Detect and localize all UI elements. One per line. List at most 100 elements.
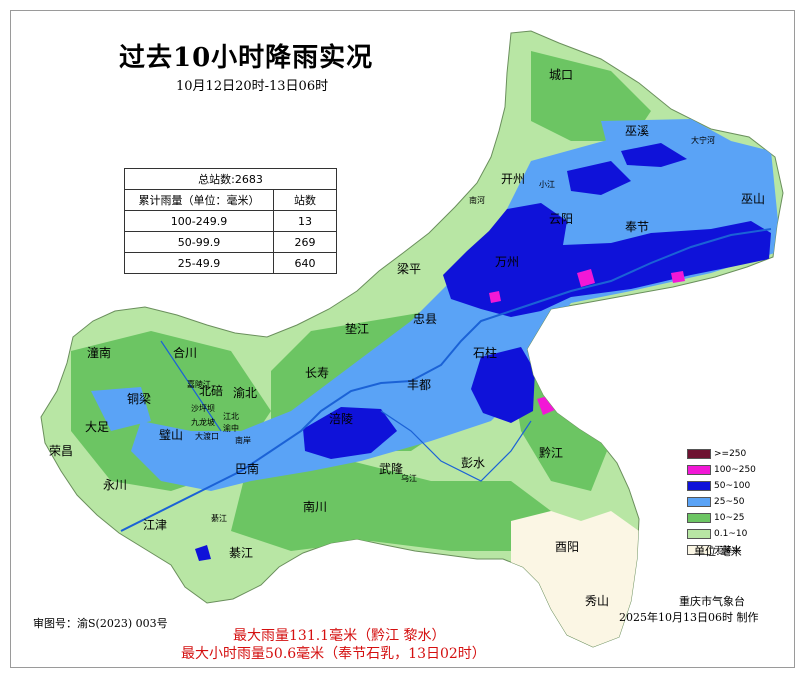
station-stats-table: 总站数:2683 累计雨量（单位：毫米） 站数 100-249.9 13 50-… xyxy=(124,168,337,274)
review-number: 审图号：渝S(2023) 003号 xyxy=(33,617,168,630)
stats-range: 50-99.9 xyxy=(124,231,274,253)
zone-10-25-south xyxy=(231,451,551,551)
made-time-label: 2025年10月13日06时 制作 xyxy=(619,611,759,624)
legend-label: 无降水 xyxy=(714,546,742,556)
map-subtitle: 10月12日20时-13日06时 xyxy=(176,79,329,94)
legend-swatch xyxy=(687,512,711,523)
zone-no-rain-southeast xyxy=(511,511,639,647)
place-yubei: 渝北 xyxy=(233,385,257,400)
place-fengdu: 丰都 xyxy=(407,378,431,392)
zone-100-250-wanzhou xyxy=(489,291,501,303)
zone-50-100-fuling xyxy=(303,407,397,459)
table-row: 100-249.9 13 xyxy=(124,210,337,232)
zone-25-50-west xyxy=(91,387,151,431)
place-jiangjin: 江津 xyxy=(143,518,167,532)
stats-range: 25-49.9 xyxy=(124,252,274,274)
zone-10-25-north xyxy=(531,51,651,141)
stats-count: 13 xyxy=(273,210,337,232)
legend-item: 无降水 xyxy=(687,543,756,556)
place-yuzhong: 渝中 xyxy=(223,423,239,433)
place-kaizhou: 开州 xyxy=(501,172,525,186)
place-yunyang: 云阳 xyxy=(549,212,573,226)
river-jialing: 嘉陵江 xyxy=(187,379,211,389)
place-liangping: 梁平 xyxy=(397,261,421,276)
zone-25-50-band xyxy=(131,131,781,491)
max-hourly-note: 最大小时雨量50.6毫米（奉节石乳，13日02时） xyxy=(181,646,486,662)
legend-label: 10~25 xyxy=(714,512,745,523)
unit-label: 单位:毫米 xyxy=(694,545,742,558)
stats-total: 总站数:2683 xyxy=(124,168,337,190)
place-jiangbei: 江北 xyxy=(223,412,239,421)
zone-50-100-wuxi xyxy=(621,143,687,167)
place-jiulongpo: 九龙坡 xyxy=(191,417,215,427)
place-banan: 巴南 xyxy=(235,461,259,476)
place-rongchang: 荣昌 xyxy=(49,444,73,458)
place-fuling: 涪陵 xyxy=(329,411,353,426)
legend-swatch xyxy=(687,528,711,539)
place-chengkou: 城口 xyxy=(549,68,573,82)
rainfall-legend: >=250 100~250 50~100 25~50 10~25 0.1~10 … xyxy=(687,447,756,559)
legend-item: 0.1~10 xyxy=(687,527,756,540)
place-wushan: 巫山 xyxy=(741,192,765,206)
legend-swatch xyxy=(687,480,711,491)
place-youyang: 酉阳 xyxy=(555,540,579,554)
legend-item: 50~100 xyxy=(687,479,756,492)
place-tongliang: 铜梁 xyxy=(127,391,151,406)
jialing-river xyxy=(160,340,222,432)
legend-swatch xyxy=(687,464,711,475)
map-title: 过去10小时降雨实况 xyxy=(119,43,374,73)
place-dianjiang: 垫江 xyxy=(345,321,369,336)
place-qianjiang: 黔江 xyxy=(539,445,563,460)
place-bishan: 璧山 xyxy=(159,427,183,442)
place-qijiang: 綦江 xyxy=(229,546,253,560)
place-changshou: 长寿 xyxy=(305,366,329,380)
legend-item: >=250 xyxy=(687,447,756,460)
river-wujiang: 乌江 xyxy=(401,473,417,483)
place-pengshui: 彭水 xyxy=(461,456,485,470)
legend-item: 100~250 xyxy=(687,463,756,476)
legend-label: 100~250 xyxy=(714,464,756,475)
stats-count: 269 xyxy=(273,231,337,253)
wujiang-river xyxy=(380,410,532,482)
legend-item: 25~50 xyxy=(687,495,756,508)
stats-col-range: 累计雨量（单位：毫米） xyxy=(124,189,274,211)
zone-100-250-wushan xyxy=(671,271,685,283)
place-fengjie: 奉节 xyxy=(625,220,649,234)
river-xiaojiang: 小江 xyxy=(539,180,555,189)
legend-label: 50~100 xyxy=(714,480,751,491)
place-wulong: 武隆 xyxy=(379,461,403,476)
agency-label: 重庆市气象台 xyxy=(679,595,745,608)
zone-50-100-shizhu xyxy=(471,347,535,423)
place-dadukou: 大渡口 xyxy=(195,431,219,441)
max-rain-note: 最大雨量131.1毫米（黔江 黎水） xyxy=(233,628,446,644)
river-nanhe: 南河 xyxy=(469,195,485,205)
rainfall-map: 城口 巫溪 开州 云阳 奉节 巫山 万州 梁平 忠县 垫江 石柱 长寿 丰都 涪… xyxy=(40,30,784,648)
river-daning: 大宁河 xyxy=(691,135,715,145)
place-dazu: 大足 xyxy=(85,420,109,434)
legend-item: 10~25 xyxy=(687,511,756,524)
place-yongchuan: 永川 xyxy=(103,478,127,492)
yangtze-river xyxy=(120,228,772,532)
place-wuxi: 巫溪 xyxy=(625,124,649,138)
map-frame: 城口 巫溪 开州 云阳 奉节 巫山 万州 梁平 忠县 垫江 石柱 长寿 丰都 涪… xyxy=(10,10,795,668)
place-hechuan: 合川 xyxy=(173,345,197,360)
legend-label: >=250 xyxy=(714,448,747,459)
table-row: 50-99.9 269 xyxy=(124,231,337,253)
legend-swatch xyxy=(687,448,711,459)
table-row: 25-49.9 640 xyxy=(124,252,337,274)
place-nanan: 南岸 xyxy=(235,435,251,445)
zone-50-100-jiangjin xyxy=(195,545,211,561)
place-nanchuan: 南川 xyxy=(303,499,327,514)
place-xiushan: 秀山 xyxy=(585,594,609,608)
place-shizhu: 石柱 xyxy=(473,345,497,360)
place-shapingba: 沙坪坝 xyxy=(191,404,215,413)
zone-50-100-wanzhou xyxy=(443,203,771,317)
stats-column-row: 累计雨量（单位：毫米） 站数 xyxy=(124,189,337,211)
place-beibei: 北碚 xyxy=(199,383,223,398)
place-zhongxian: 忠县 xyxy=(413,312,437,326)
legend-swatch xyxy=(687,544,711,555)
zone-50-100-east xyxy=(567,161,631,195)
place-tongnan: 潼南 xyxy=(87,345,111,360)
legend-swatch xyxy=(687,496,711,507)
stats-header-row: 总站数:2683 xyxy=(124,168,337,190)
